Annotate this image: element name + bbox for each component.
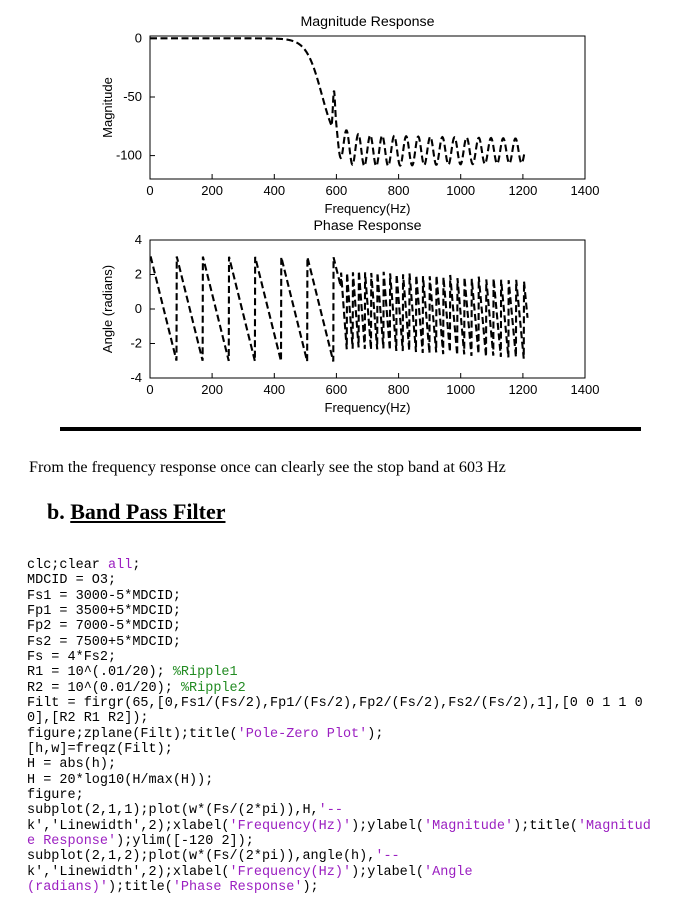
svg-text:600: 600 <box>326 382 348 397</box>
svg-text:600: 600 <box>326 183 348 198</box>
svg-text:400: 400 <box>263 382 285 397</box>
svg-text:200: 200 <box>201 183 223 198</box>
svg-text:800: 800 <box>388 382 410 397</box>
svg-text:800: 800 <box>388 183 410 198</box>
svg-text:Magnitude Response: Magnitude Response <box>300 14 434 30</box>
svg-text:-2: -2 <box>130 336 142 351</box>
svg-text:-50: -50 <box>123 89 142 104</box>
svg-text:0: 0 <box>135 30 142 45</box>
svg-text:1200: 1200 <box>508 183 537 198</box>
svg-text:200: 200 <box>201 382 223 397</box>
svg-text:0: 0 <box>146 382 153 397</box>
svg-text:1000: 1000 <box>446 382 475 397</box>
svg-text:1200: 1200 <box>508 382 537 397</box>
svg-text:Frequency(Hz): Frequency(Hz) <box>325 201 411 216</box>
svg-text:0: 0 <box>135 301 142 316</box>
svg-text:1000: 1000 <box>446 183 475 198</box>
svg-text:1400: 1400 <box>571 183 600 198</box>
svg-text:2: 2 <box>135 267 142 282</box>
svg-text:Frequency(Hz): Frequency(Hz) <box>325 400 411 415</box>
svg-text:Magnitude: Magnitude <box>100 77 115 138</box>
svg-text:-100: -100 <box>116 148 142 163</box>
svg-text:1400: 1400 <box>571 382 600 397</box>
svg-text:-4: -4 <box>130 370 142 385</box>
svg-text:Phase Response: Phase Response <box>313 218 421 234</box>
svg-text:400: 400 <box>263 183 285 198</box>
svg-text:4: 4 <box>135 232 142 247</box>
svg-text:Angle (radians): Angle (radians) <box>100 265 115 353</box>
svg-text:0: 0 <box>146 183 153 198</box>
